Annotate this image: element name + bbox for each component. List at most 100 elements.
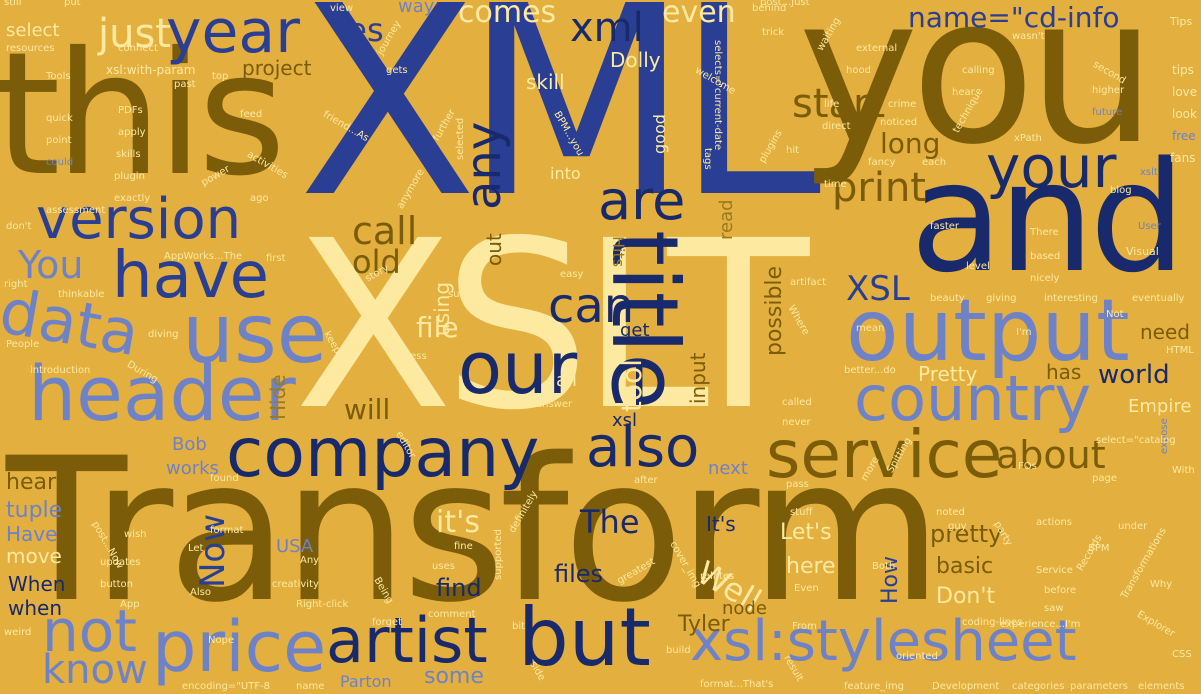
word-bit: bit xyxy=(512,621,526,632)
word-there: There xyxy=(1030,227,1059,238)
word-hit: hit xyxy=(786,145,800,156)
word-xsl: xsl xyxy=(612,410,638,431)
word-skill: skill xyxy=(526,70,565,94)
word-the: The xyxy=(580,503,640,541)
word-name: name xyxy=(296,681,325,692)
word-stuff: stuff xyxy=(790,507,813,518)
word-still: sure xyxy=(448,289,470,300)
word-not-small: Not xyxy=(1106,309,1124,320)
word-has: has xyxy=(1046,360,1082,384)
word-version: version xyxy=(36,187,242,252)
word-css: CSS xyxy=(1172,649,1192,660)
word-connect: connect xyxy=(118,43,158,54)
word-works: works xyxy=(166,458,219,479)
word-xml: XML xyxy=(298,0,822,255)
word-after: after xyxy=(634,475,658,486)
word-dont-small: don't xyxy=(6,221,32,232)
word-tags: tags xyxy=(702,148,713,170)
word-name-cd-info: name="cd-info xyxy=(908,1,1120,34)
word-its-small: it's xyxy=(436,505,480,540)
word-select: select xyxy=(6,20,60,41)
word-explorer: Explorer xyxy=(1135,609,1177,640)
word-old: old xyxy=(352,243,401,281)
word-year: year xyxy=(166,0,300,67)
word-easy: easy xyxy=(560,269,584,280)
word-each: each xyxy=(922,157,947,168)
word-pretty-cap: Pretty xyxy=(918,362,978,386)
word-page: page xyxy=(1092,473,1117,484)
word-weird: weird xyxy=(4,627,32,638)
word-like: like xyxy=(718,243,736,254)
word-xml-small: xml xyxy=(570,5,644,51)
word-xsl-stylesheet: xsl:stylesheet xyxy=(690,609,1077,674)
word-have: have xyxy=(112,239,270,313)
word-format-thats: format...That's xyxy=(700,679,774,690)
word-are: are xyxy=(598,169,686,232)
word-start: start xyxy=(792,81,886,127)
word-build: build xyxy=(666,645,691,656)
word-visual: Visual xyxy=(1126,245,1159,258)
word-xsl-caps: XSL xyxy=(846,269,910,309)
word-tips: tips xyxy=(1172,63,1194,77)
word-point: point xyxy=(46,135,72,146)
word-get: get xyxy=(620,320,650,341)
word-your: your xyxy=(986,133,1117,201)
word-life: life xyxy=(824,99,840,110)
word-usa: USA xyxy=(276,536,314,557)
word-oriented: oriented xyxy=(896,651,938,662)
word-html: HTML xyxy=(1166,345,1194,356)
word-pretty: pretty xyxy=(930,520,1003,548)
word-use: use xyxy=(182,287,328,382)
word-selects: selects="current-date xyxy=(712,40,723,151)
word-possible: possible xyxy=(762,265,787,356)
word-dont: Don't xyxy=(936,584,996,609)
word-updates: updates xyxy=(100,557,141,568)
word-trick: trick xyxy=(762,27,785,38)
word-some: some xyxy=(424,664,484,689)
word-better-do: better...do xyxy=(844,365,896,376)
word-button: button xyxy=(100,579,133,590)
word-apply: apply xyxy=(118,127,146,138)
word-also-small: Also xyxy=(190,587,211,598)
word-fans: fans xyxy=(1170,151,1196,165)
word-crime: crime xyxy=(888,99,917,110)
word-let: Let xyxy=(188,543,204,554)
word-look: look xyxy=(1172,107,1197,121)
word-tools: Tools xyxy=(46,71,71,82)
word-read: read xyxy=(716,199,737,240)
word-project: project xyxy=(242,56,312,80)
word-not: not xyxy=(42,597,137,665)
word-blog: blog xyxy=(1110,185,1132,196)
word-called: called xyxy=(782,397,812,408)
word-have-cap: Have xyxy=(6,522,58,546)
word-tips-cap: Tips xyxy=(1170,15,1193,28)
word-saw: saw xyxy=(1044,603,1064,614)
word-any-cap: Any xyxy=(300,555,320,566)
word-answer: answer xyxy=(536,399,573,410)
word-call: call xyxy=(352,209,418,253)
word-faster: faster xyxy=(930,221,960,232)
word-noted: noted xyxy=(936,507,965,518)
word-selected: selected xyxy=(455,117,466,160)
word-find: find xyxy=(436,574,482,602)
word-bob: Bob xyxy=(172,434,207,455)
word-comment: comment xyxy=(428,609,476,620)
word-empire: Empire xyxy=(1128,396,1192,417)
word-introduction: introduction xyxy=(30,365,91,376)
word-actions: actions xyxy=(1036,517,1072,528)
word-next: next xyxy=(708,458,748,479)
word-xslt: XSLT xyxy=(294,191,809,461)
word-exactly: exactly xyxy=(114,193,151,204)
word-when: when xyxy=(8,596,63,620)
word-skills: skills xyxy=(116,149,141,160)
word-from: From xyxy=(792,621,817,632)
word-free: free xyxy=(1172,129,1196,143)
word-any: any xyxy=(456,121,512,210)
word-guy: guy xyxy=(948,521,967,532)
word-view: view xyxy=(330,3,354,14)
word-transform: Transform xyxy=(6,415,943,646)
word-tuple: tuple xyxy=(6,498,63,523)
word-ago: ago xyxy=(250,193,269,204)
word-comes: comes xyxy=(458,0,557,30)
